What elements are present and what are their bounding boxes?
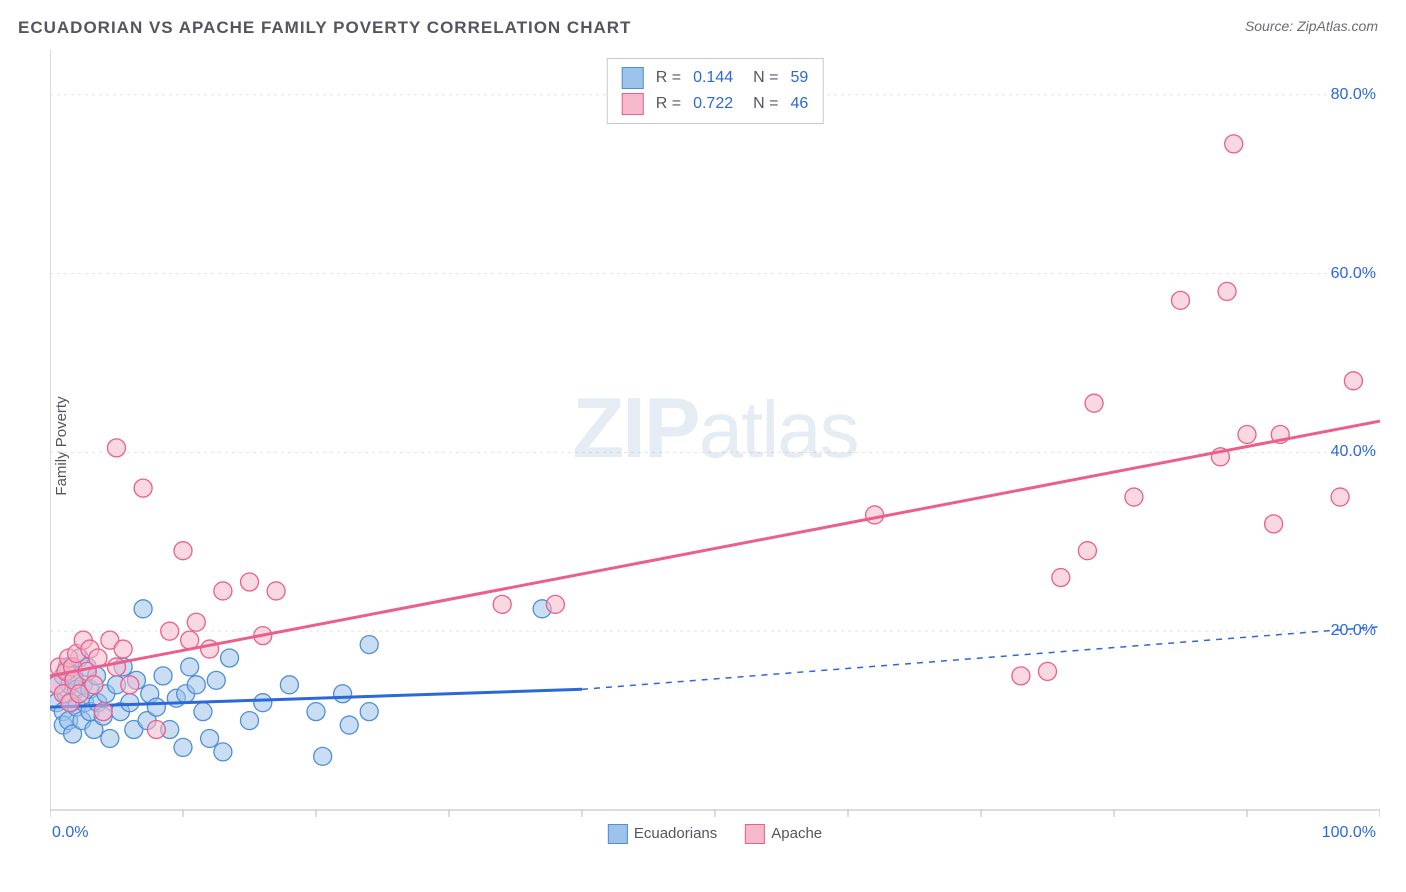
n-value: 46 [790,95,808,113]
chart-title: ECUADORIAN VS APACHE FAMILY POVERTY CORR… [18,18,631,38]
legend-series-label: Ecuadorians [634,825,717,842]
scatter-chart: ZIPatlas R =0.144N =59R =0.722N =46 Ecua… [50,50,1380,840]
x-tick-max: 100.0% [1322,824,1376,842]
legend-stats: R = 0.144 N = 59 R = 0.722 N = 46 [607,58,824,124]
y-tick-label: 60.0% [1331,265,1376,283]
y-tick-label: 80.0% [1331,86,1376,104]
legend-swatch [622,93,644,115]
plot-svg [50,50,1380,840]
legend-series: Ecuadorians Apache [608,824,822,844]
n-value: 59 [790,69,808,87]
source-label: Source: ZipAtlas.com [1245,18,1378,34]
legend-series-item: Apache [745,824,822,844]
n-label: N = [753,69,778,87]
legend-series-label: Apache [771,825,822,842]
legend-swatch [745,824,765,844]
r-label: R = [656,69,681,87]
r-label: R = [656,95,681,113]
legend-stat-row: R = 0.144 N = 59 [622,65,809,91]
legend-stat-row: R = 0.722 N = 46 [622,91,809,117]
n-label: N = [753,95,778,113]
r-value: 0.722 [693,95,733,113]
x-tick-min: 0.0% [52,824,88,842]
y-tick-label: 20.0% [1331,622,1376,640]
legend-swatch [608,824,628,844]
legend-swatch [622,67,644,89]
r-value: 0.144 [693,69,733,87]
y-tick-label: 40.0% [1331,443,1376,461]
legend-series-item: Ecuadorians [608,824,717,844]
